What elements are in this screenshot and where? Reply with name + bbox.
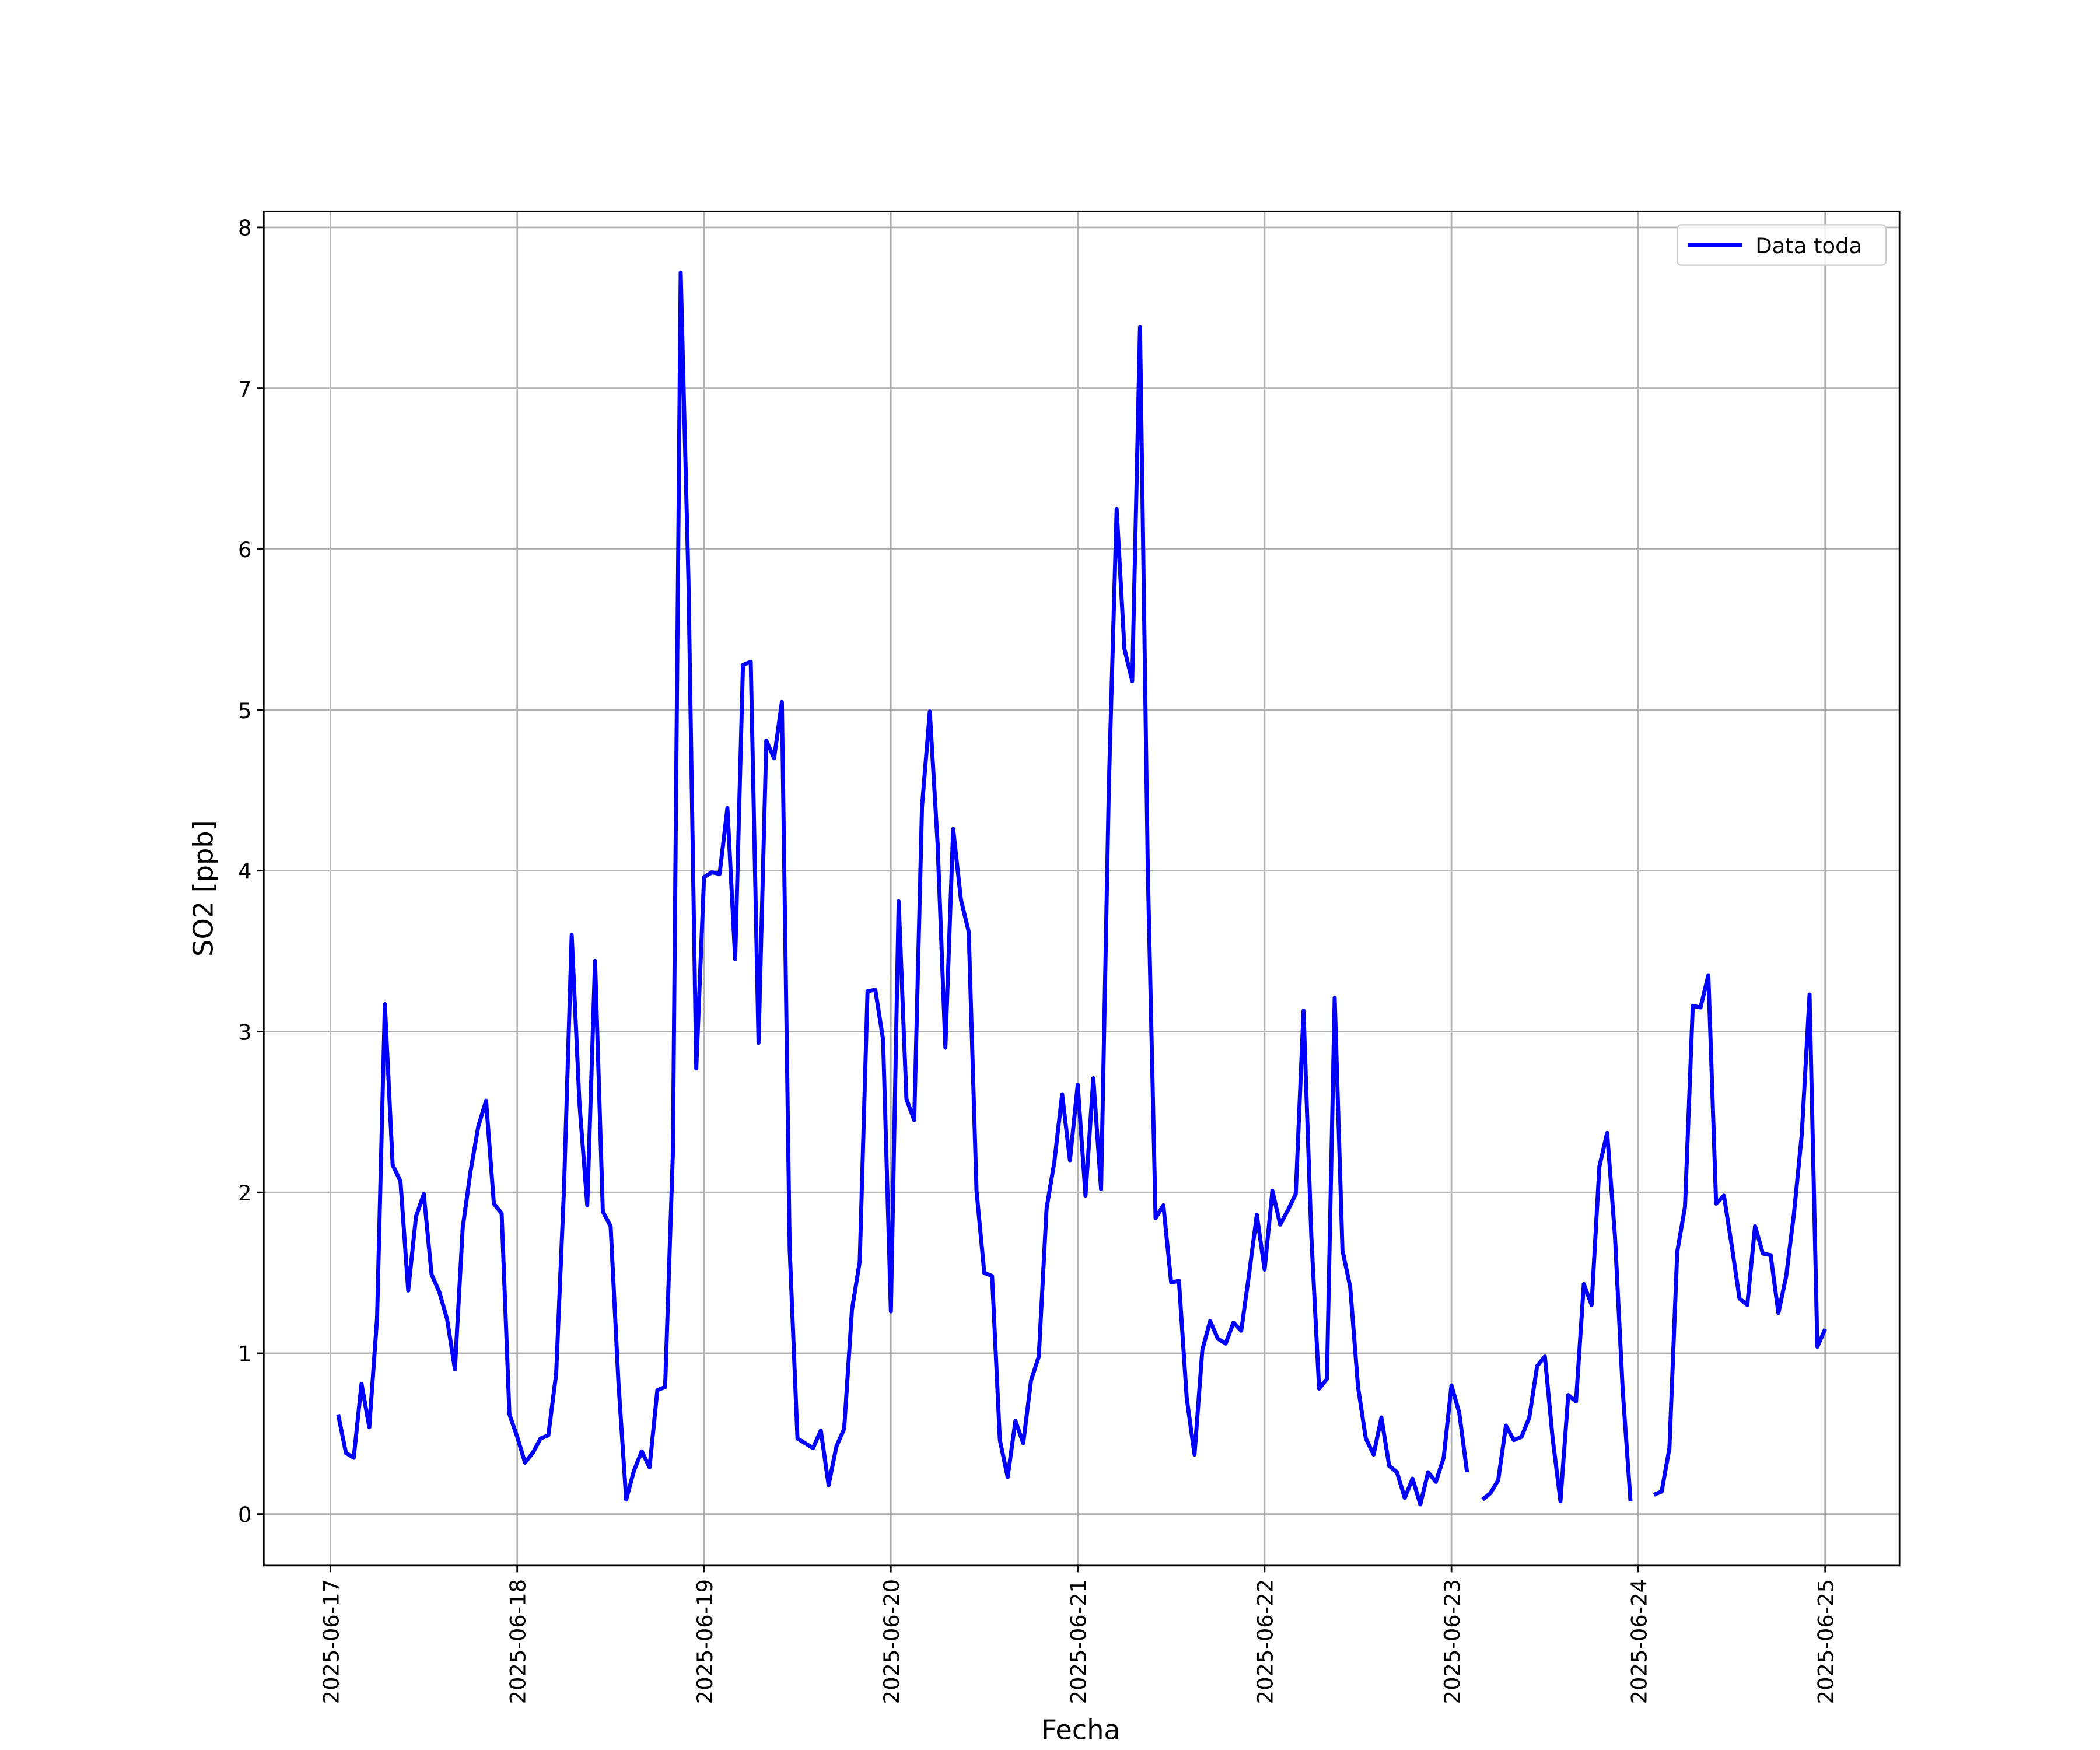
data-line [1481, 1130, 1633, 1504]
x-tick-label: 2025-06-23 [1440, 1579, 1465, 1704]
y-tick-label: 3 [238, 1020, 251, 1045]
x-tick-label: 2025-06-21 [1066, 1579, 1091, 1704]
x-tick-label: 2025-06-22 [1253, 1579, 1278, 1704]
x-tick-label: 2025-06-17 [318, 1579, 344, 1704]
legend: Data toda [1676, 224, 1887, 266]
ticks: 0 1 2 3 4 5 6 7 8 2025-06-17 2025-06-18 2025-06-19 2… [238, 216, 1838, 1704]
y-tick-label: 7 [238, 376, 251, 401]
y-tick-label: 2 [238, 1181, 251, 1206]
x-tick-label: 2025-06-25 [1814, 1579, 1839, 1704]
legend-box [1676, 224, 1887, 266]
data-line [336, 270, 1469, 1507]
x-axis-label: Fecha [1041, 1714, 1120, 1746]
axes-frame [262, 210, 1901, 1567]
x-tick-label: 2025-06-18 [506, 1579, 531, 1704]
y-tick-label: 4 [238, 859, 251, 884]
plot-area [336, 270, 1827, 1507]
y-axis-label: SO2 [ppb] [188, 820, 219, 957]
y-tick-label: 1 [238, 1342, 251, 1367]
grid [264, 211, 1900, 1566]
y-tick-label: 5 [238, 698, 251, 723]
y-tick-label: 8 [238, 216, 251, 241]
x-tick-label: 2025-06-19 [692, 1579, 718, 1704]
legend-label: Data toda [1755, 233, 1862, 258]
x-tick-label: 2025-06-24 [1626, 1579, 1651, 1704]
y-tick-label: 0 [238, 1502, 251, 1527]
y-tick-label: 6 [238, 537, 251, 562]
data-line [1653, 973, 1827, 1497]
x-tick-label: 2025-06-20 [879, 1579, 904, 1704]
